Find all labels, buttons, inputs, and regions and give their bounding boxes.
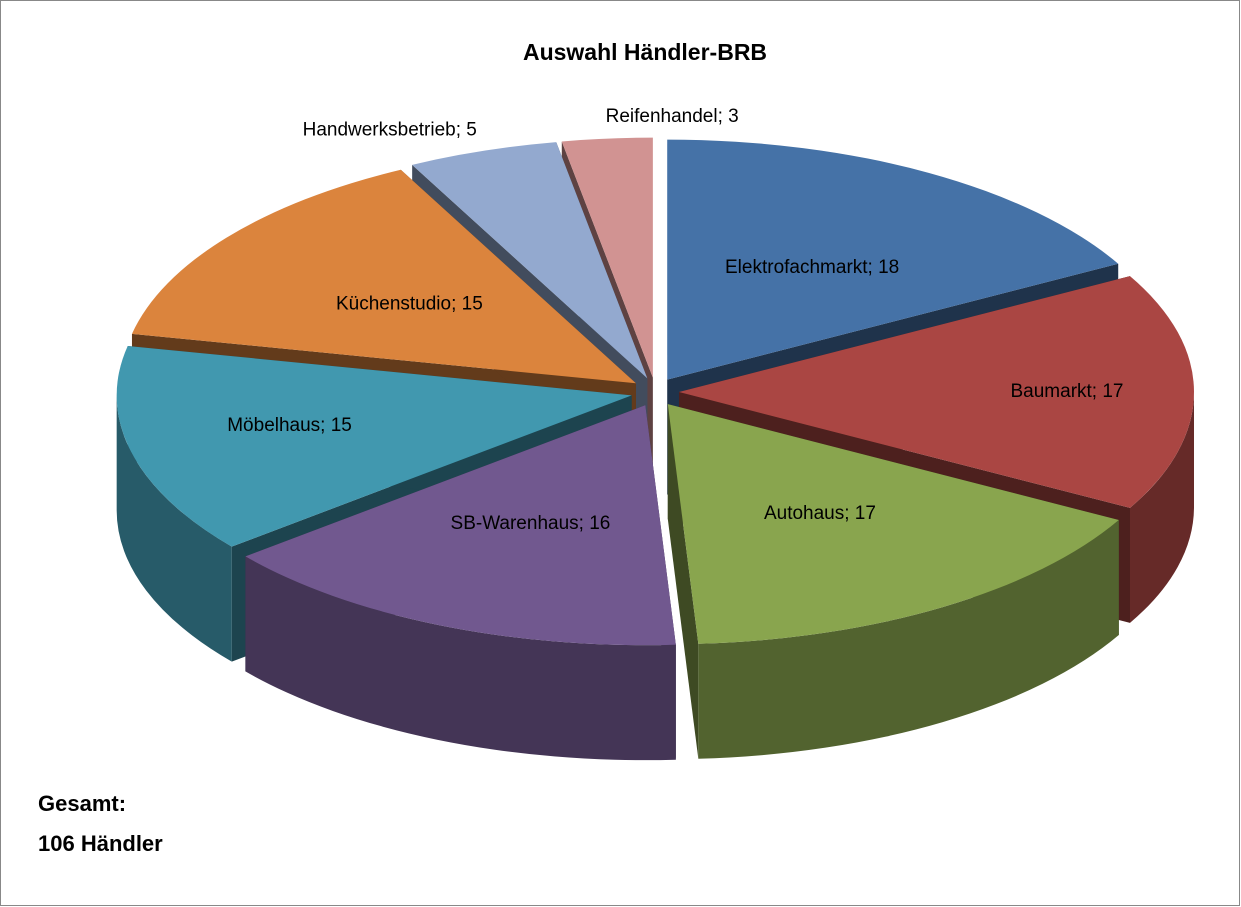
slice-top <box>667 139 1119 380</box>
slice-top <box>679 276 1194 508</box>
data-label: Baumarkt; 17 <box>1011 381 1124 402</box>
data-label: SB-Warenhaus; 16 <box>451 513 611 534</box>
slice <box>245 405 676 761</box>
annotation: Gesamt: <box>38 791 126 816</box>
chart-title: Auswahl Händler-BRB <box>523 39 767 65</box>
slice-side <box>667 404 699 759</box>
slice-top <box>116 345 632 547</box>
data-label: Reifenhandel; 3 <box>606 106 739 127</box>
data-label: Autohaus; 17 <box>764 503 876 524</box>
annotation: 106 Händler <box>38 831 163 856</box>
data-label: Möbelhaus; 15 <box>227 415 352 436</box>
slice-top <box>131 169 636 384</box>
slice-wall <box>116 395 232 662</box>
slice-top <box>245 405 676 646</box>
slice <box>667 404 1119 759</box>
slice-top <box>412 142 648 379</box>
slice-wall <box>698 520 1119 759</box>
data-label: Küchenstudio; 15 <box>336 294 483 315</box>
slice-top <box>667 404 1119 644</box>
slice-top <box>561 137 653 378</box>
data-label: Handwerksbetrieb; 5 <box>303 120 477 141</box>
slice-wall <box>1130 392 1194 623</box>
slice-wall <box>245 556 676 761</box>
data-label: Elektrofachmarkt; 18 <box>725 257 899 278</box>
